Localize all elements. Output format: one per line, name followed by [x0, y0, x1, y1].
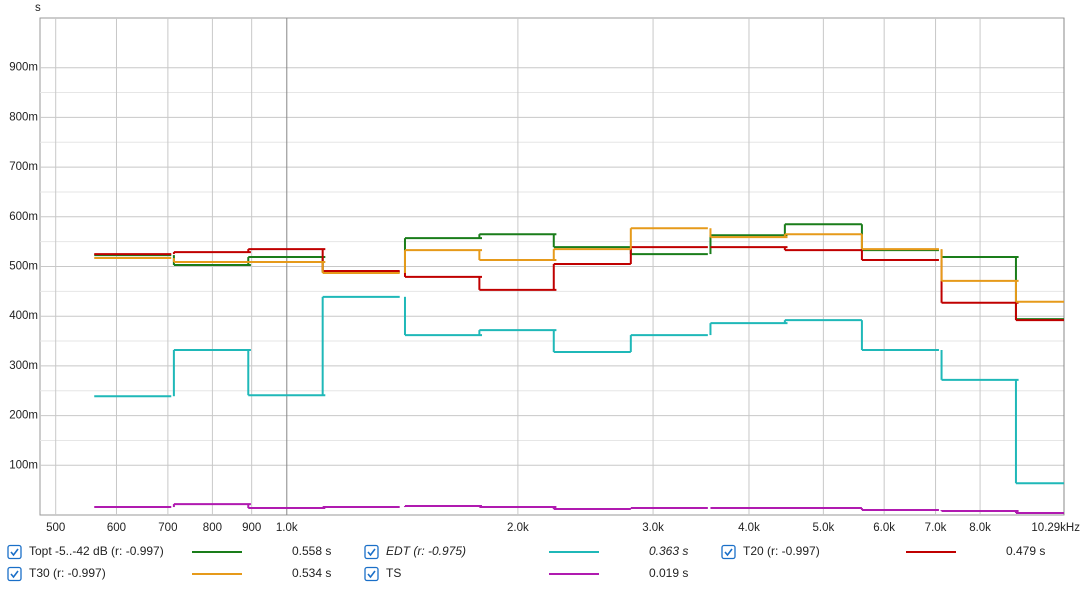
- y-tick-label: 200m: [9, 410, 38, 422]
- checkbox-check: [367, 548, 376, 557]
- legend-label: Topt -5..-42 dB (r: -0.997): [29, 544, 164, 558]
- legend-label: T30 (r: -0.997): [29, 566, 106, 580]
- legend-checkbox[interactable]: [7, 566, 22, 582]
- x-tick-label: 8.0k: [969, 522, 991, 534]
- checkbox-box: [721, 544, 736, 560]
- x-tick-label: 3.0k: [642, 522, 664, 534]
- x-tick-label: 5.0k: [813, 522, 835, 534]
- legend-summary: 0.534 s: [292, 566, 331, 580]
- x-tick-label: 600: [107, 522, 126, 534]
- x-tick-label: 10.29kHz: [1031, 522, 1080, 534]
- y-tick-label: 500m: [9, 261, 38, 273]
- x-tick-label: 2.0k: [507, 522, 529, 534]
- checkbox-box: [7, 544, 22, 560]
- checkbox-check: [10, 570, 19, 579]
- legend-checkbox[interactable]: [721, 544, 736, 560]
- x-tick-label: 500: [46, 522, 65, 534]
- y-tick-label: 400m: [9, 310, 38, 322]
- checkbox-check: [367, 570, 376, 579]
- checkbox-box: [364, 544, 379, 560]
- legend-summary: 0.479 s: [1006, 544, 1045, 558]
- x-tick-label: 7.0k: [925, 522, 947, 534]
- y-unit: s: [35, 2, 41, 14]
- legend-label: T20 (r: -0.997): [743, 544, 820, 558]
- y-tick-label: 300m: [9, 360, 38, 372]
- legend-checkbox[interactable]: [364, 566, 379, 582]
- x-tick-label: 6.0k: [873, 522, 895, 534]
- y-tick-label: 800m: [9, 111, 38, 123]
- checkbox-box: [364, 566, 379, 582]
- legend-summary: 0.558 s: [292, 544, 331, 558]
- legend-checkbox[interactable]: [7, 544, 22, 560]
- x-tick-label: 800: [203, 522, 222, 534]
- x-tick-label: 1.0k: [276, 522, 298, 534]
- x-tick-label: 900: [242, 522, 261, 534]
- checkbox-check: [724, 548, 733, 557]
- y-tick-label: 600m: [9, 211, 38, 223]
- y-tick-label: 900m: [9, 62, 38, 74]
- legend-label: TS: [386, 566, 401, 580]
- legend-summary: 0.363 s: [649, 544, 688, 558]
- checkbox-box: [7, 566, 22, 582]
- y-tick-label: 700m: [9, 161, 38, 173]
- legend-checkbox[interactable]: [364, 544, 379, 560]
- x-tick-label: 700: [158, 522, 177, 534]
- y-tick-label: 100m: [9, 459, 38, 471]
- legend-label: EDT (r: -0.975): [386, 544, 466, 558]
- x-tick-label: 4.0k: [738, 522, 760, 534]
- checkbox-check: [10, 548, 19, 557]
- legend-summary: 0.019 s: [649, 566, 688, 580]
